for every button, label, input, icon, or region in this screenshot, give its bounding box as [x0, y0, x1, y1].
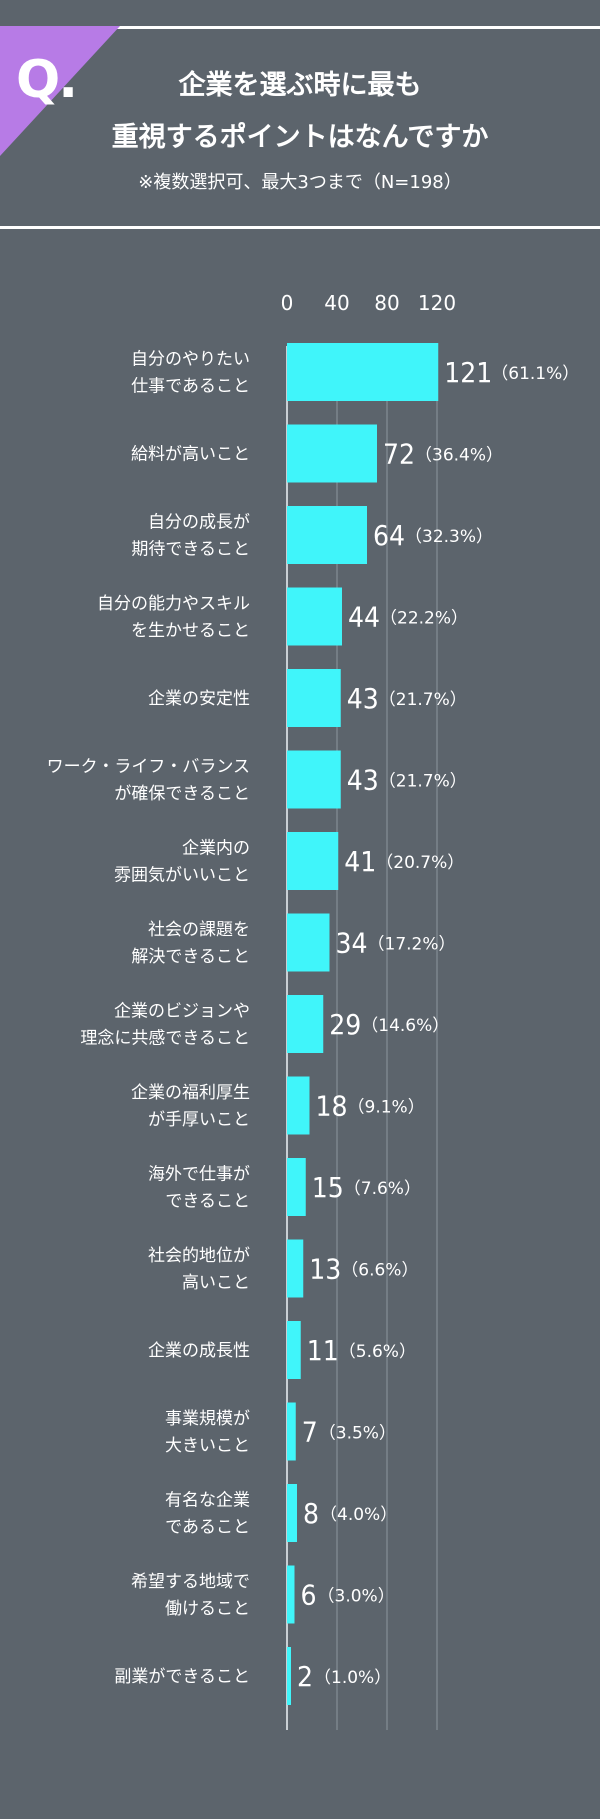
bar-11	[287, 1158, 306, 1216]
category-label-10-line-1: 企業の福利厚生	[131, 1083, 250, 1103]
category-label-12-line-2: 高いこと	[182, 1273, 250, 1293]
percent-label-10: （9.1%）	[348, 1098, 425, 1118]
percent-label-16: （3.0%）	[318, 1587, 395, 1607]
percent-label-4: （22.2%）	[380, 609, 468, 629]
question-note: ※複数選択可、最大3つまで（N=198）	[138, 172, 462, 193]
bar-14	[287, 1402, 296, 1461]
bar-7	[287, 832, 339, 890]
category-label-3-line-2: 期待できること	[131, 540, 250, 560]
value-label-15: 8	[303, 1497, 319, 1530]
category-label-3-line-1: 自分の成長が	[148, 513, 250, 533]
bar-12	[287, 1239, 304, 1298]
bar-6	[287, 750, 341, 809]
question-mark-label: Q.	[16, 50, 78, 110]
percent-label-15: （4.0%）	[320, 1505, 397, 1525]
value-label-16: 6	[301, 1579, 317, 1612]
category-label-2: 給料が高いこと	[131, 445, 250, 465]
category-label-8-line-1: 社会の課題を	[148, 920, 250, 940]
percent-label-11: （7.6%）	[344, 1179, 421, 1199]
value-label-11: 15	[312, 1171, 344, 1204]
value-label-2: 72	[383, 438, 415, 471]
value-label-10: 18	[316, 1090, 348, 1123]
category-label-1-line-1: 自分のやりたい	[131, 350, 250, 370]
value-label-13: 11	[307, 1334, 339, 1367]
x-tick-label-0: 0	[281, 291, 294, 315]
question-title-line-2: 重視するポイントはなんですか	[111, 122, 489, 153]
category-label-13: 企業の成長性	[148, 1341, 250, 1361]
bar-16	[287, 1565, 295, 1624]
category-label-15-line-2: であること	[165, 1518, 250, 1538]
category-label-16-line-1: 希望する地域で	[131, 1572, 250, 1592]
percent-label-8: （17.2%）	[368, 935, 456, 955]
bar-3	[287, 506, 367, 564]
percent-label-5: （21.7%）	[379, 690, 467, 710]
x-tick-label-80: 80	[374, 291, 399, 315]
bar-4	[287, 587, 342, 646]
value-label-7: 41	[344, 845, 376, 878]
category-label-1-line-2: 仕事であること	[131, 377, 250, 397]
percent-label-13: （5.6%）	[339, 1342, 416, 1362]
category-label-16-line-2: 働けること	[165, 1599, 250, 1619]
value-label-5: 43	[347, 682, 379, 715]
x-tick-label-40: 40	[324, 291, 349, 315]
value-label-4: 44	[348, 601, 380, 634]
category-label-14-line-1: 事業規模が	[165, 1409, 250, 1429]
percent-label-14: （3.5%）	[319, 1424, 396, 1444]
value-label-3: 64	[373, 519, 405, 552]
category-label-4-line-2: を生かせること	[131, 621, 250, 641]
value-label-14: 7	[302, 1416, 318, 1449]
value-label-6: 43	[347, 764, 379, 797]
category-label-14-line-2: 大きいこと	[165, 1436, 250, 1456]
value-label-12: 13	[309, 1253, 341, 1286]
corner-accent-triangle	[0, 26, 120, 156]
bar-17	[287, 1647, 291, 1705]
category-label-6-line-1: ワーク・ライフ・バランス	[47, 757, 250, 777]
bar-9	[287, 995, 324, 1053]
category-label-11-line-2: できること	[165, 1192, 250, 1212]
bar-15	[287, 1484, 297, 1542]
percent-label-3: （32.3%）	[405, 527, 493, 547]
category-label-9-line-1: 企業のビジョンや	[114, 1002, 250, 1022]
percent-label-1: （61.1%）	[491, 364, 579, 384]
bar-2	[287, 424, 377, 483]
category-label-15-line-1: 有名な企業	[165, 1491, 250, 1511]
category-label-4-line-1: 自分の能力やスキル	[97, 594, 250, 614]
top-rule	[0, 26, 600, 29]
bar-8	[287, 913, 330, 972]
category-label-7-line-1: 企業内の	[182, 839, 250, 859]
category-label-10-line-2: が手厚いこと	[148, 1110, 250, 1130]
category-label-7-line-2: 雰囲気がいいこと	[114, 866, 250, 886]
category-label-11-line-1: 海外で仕事が	[148, 1165, 250, 1185]
percent-label-9: （14.6%）	[361, 1016, 449, 1036]
category-label-12-line-1: 社会的地位が	[148, 1246, 250, 1266]
bar-5	[287, 669, 341, 727]
percent-label-6: （21.7%）	[379, 772, 467, 792]
category-label-9-line-2: 理念に共感できること	[80, 1028, 250, 1049]
value-label-9: 29	[329, 1008, 361, 1041]
category-label-17: 副業ができること	[114, 1667, 250, 1687]
bar-1	[287, 343, 439, 401]
category-label-8-line-2: 解決できること	[131, 947, 250, 967]
percent-label-12: （6.6%）	[341, 1261, 418, 1281]
question-header: Q. 企業を選ぶ時に最も 重視するポイントはなんですか ※複数選択可、最大3つま…	[0, 26, 600, 226]
x-tick-label-120: 120	[418, 291, 456, 315]
category-label-5: 企業の安定性	[148, 689, 250, 709]
value-label-8: 34	[336, 927, 368, 960]
percent-label-17: （1.0%）	[314, 1668, 391, 1688]
bar-13	[287, 1321, 301, 1379]
percent-label-7: （20.7%）	[376, 853, 464, 873]
value-label-1: 121	[444, 356, 492, 389]
question-title-line-1: 企業を選ぶ時に最も	[178, 70, 422, 101]
value-label-17: 2	[297, 1660, 313, 1693]
header-bottom-rule	[0, 226, 600, 229]
percent-label-2: （36.4%）	[415, 446, 503, 466]
bar-10	[287, 1076, 310, 1135]
category-label-6-line-2: が確保できること	[114, 784, 250, 804]
